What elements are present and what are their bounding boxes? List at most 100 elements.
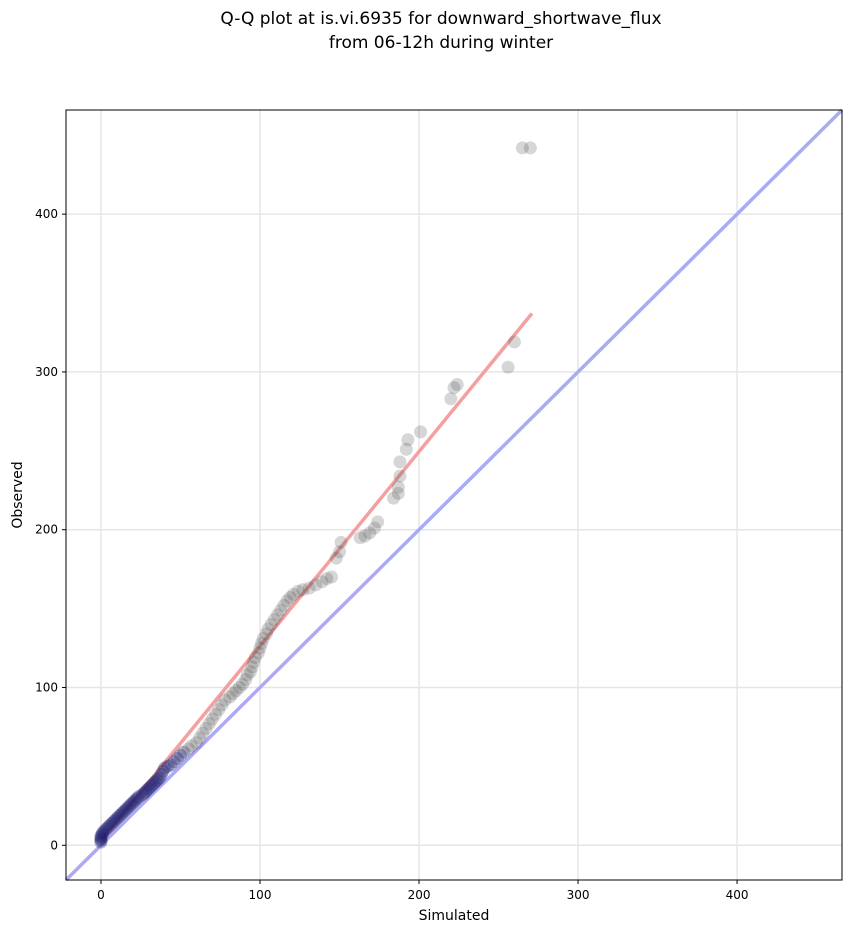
x-tick-label: 0 bbox=[97, 888, 105, 902]
data-point bbox=[96, 826, 110, 840]
data-point bbox=[325, 570, 339, 584]
chart-title: Q-Q plot at is.vi.6935 for downward_shor… bbox=[220, 9, 661, 29]
y-axis-label: Observed bbox=[10, 461, 26, 528]
reference-lines bbox=[64, 108, 844, 882]
x-tick-label: 100 bbox=[249, 888, 272, 902]
data-point bbox=[94, 832, 108, 846]
data-point bbox=[353, 531, 367, 545]
data-point bbox=[414, 425, 428, 439]
data-point bbox=[248, 651, 262, 665]
data-point bbox=[94, 835, 108, 849]
data-point bbox=[116, 805, 130, 819]
data-point bbox=[274, 603, 288, 617]
data-point bbox=[111, 810, 125, 824]
data-point bbox=[127, 794, 141, 808]
data-point bbox=[202, 717, 216, 731]
data-point bbox=[523, 141, 537, 155]
data-point bbox=[236, 677, 250, 691]
data-point bbox=[121, 800, 135, 814]
x-tick-label: 200 bbox=[408, 888, 431, 902]
data-point bbox=[123, 799, 137, 813]
data-point bbox=[401, 433, 415, 447]
grid-lines bbox=[66, 110, 842, 880]
data-point bbox=[208, 707, 222, 721]
data-point bbox=[156, 764, 170, 778]
data-point bbox=[291, 584, 305, 598]
data-point bbox=[334, 535, 348, 549]
data-point bbox=[243, 665, 257, 679]
data-point bbox=[135, 788, 149, 802]
data-point bbox=[196, 726, 210, 740]
y-tick-label: 100 bbox=[35, 681, 58, 695]
data-point bbox=[181, 742, 195, 756]
data-point bbox=[267, 613, 281, 627]
data-point bbox=[137, 786, 151, 800]
data-point bbox=[173, 748, 187, 762]
data-point bbox=[277, 598, 291, 612]
data-point bbox=[240, 668, 254, 682]
data-point bbox=[158, 761, 172, 775]
data-point bbox=[450, 378, 464, 392]
data-point bbox=[391, 480, 405, 494]
data-point bbox=[309, 578, 323, 592]
data-point bbox=[239, 673, 253, 687]
data-point bbox=[102, 819, 116, 833]
data-point bbox=[167, 755, 181, 769]
data-point bbox=[164, 758, 178, 772]
data-point bbox=[105, 816, 119, 830]
data-point bbox=[399, 442, 413, 456]
data-point bbox=[148, 775, 162, 789]
chart-subtitle: from 06-12h during winter bbox=[329, 33, 553, 53]
data-point bbox=[140, 783, 154, 797]
data-point bbox=[320, 572, 334, 586]
data-point bbox=[154, 767, 168, 781]
data-point bbox=[315, 575, 329, 589]
data-point bbox=[223, 690, 237, 704]
data-point bbox=[185, 739, 199, 753]
plot-frame bbox=[65, 109, 843, 881]
data-point bbox=[146, 777, 160, 791]
data-point bbox=[145, 778, 159, 792]
data-point bbox=[189, 736, 203, 750]
x-axis-ticks: 0 100 200 300 400 bbox=[97, 880, 749, 902]
data-point bbox=[96, 827, 110, 841]
data-point bbox=[170, 752, 184, 766]
data-point bbox=[126, 796, 140, 810]
data-point bbox=[444, 392, 458, 406]
data-point bbox=[264, 617, 278, 631]
y-tick-label: 0 bbox=[50, 838, 58, 852]
data-point bbox=[251, 646, 265, 660]
data-point bbox=[247, 655, 261, 669]
data-point bbox=[255, 636, 269, 650]
data-point bbox=[253, 641, 267, 655]
data-point bbox=[142, 781, 156, 795]
data-point bbox=[501, 360, 515, 374]
data-point bbox=[270, 608, 284, 622]
data-point bbox=[515, 141, 529, 155]
data-point bbox=[302, 581, 316, 595]
data-point bbox=[143, 780, 157, 794]
data-point bbox=[391, 486, 405, 500]
data-point bbox=[113, 808, 127, 822]
data-point bbox=[286, 587, 300, 601]
data-point bbox=[107, 815, 121, 829]
data-point bbox=[97, 824, 111, 838]
data-point bbox=[94, 830, 108, 844]
data-point bbox=[99, 823, 113, 837]
data-point bbox=[393, 455, 407, 469]
data-point bbox=[151, 772, 165, 786]
data-point bbox=[387, 491, 401, 505]
data-point bbox=[139, 785, 153, 799]
data-point bbox=[150, 774, 164, 788]
data-point bbox=[131, 791, 145, 805]
x-tick-label: 400 bbox=[726, 888, 749, 902]
data-point bbox=[100, 821, 114, 835]
data-point bbox=[296, 583, 310, 597]
identity-line bbox=[64, 108, 844, 882]
plot-area bbox=[64, 108, 844, 882]
data-point bbox=[119, 802, 133, 816]
data-point bbox=[393, 469, 407, 483]
data-point bbox=[329, 551, 343, 565]
data-point bbox=[118, 804, 132, 818]
